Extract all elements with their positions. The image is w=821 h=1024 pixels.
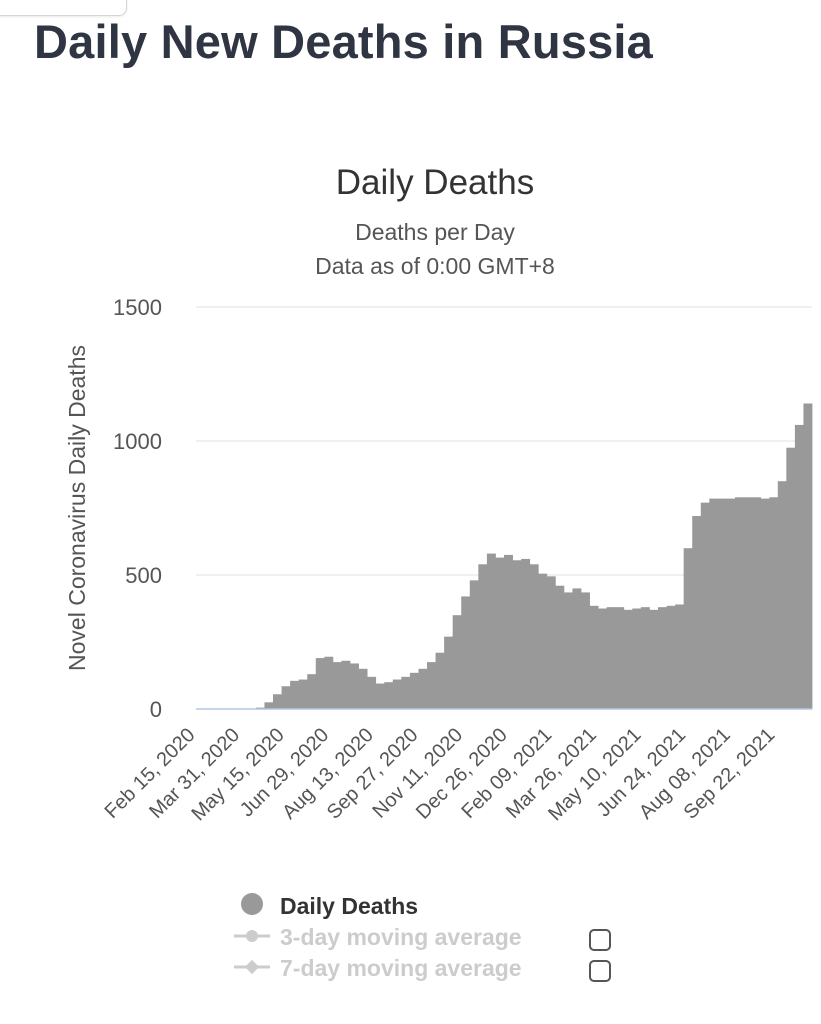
y-axis-ticks: 0 500 1000 1500 — [113, 295, 162, 722]
bar[interactable] — [735, 497, 744, 709]
bar[interactable] — [469, 580, 479, 709]
bar[interactable] — [332, 662, 342, 709]
circle-icon — [241, 893, 263, 915]
line-circle-icon — [246, 930, 258, 942]
bar[interactable] — [409, 672, 419, 709]
bar[interactable] — [760, 498, 770, 709]
bar[interactable] — [666, 605, 676, 709]
bar[interactable] — [358, 668, 368, 709]
y-tick-label: 0 — [150, 697, 162, 722]
bar[interactable] — [803, 403, 813, 709]
y-tick-label: 1000 — [113, 429, 162, 454]
bar[interactable] — [615, 607, 625, 709]
bar[interactable] — [495, 557, 505, 709]
bar[interactable] — [752, 497, 762, 709]
bar[interactable] — [315, 658, 325, 709]
bar[interactable] — [743, 497, 753, 709]
bar[interactable] — [521, 558, 531, 709]
legend: Daily Deaths 3-day moving average 7-day … — [234, 893, 522, 981]
bar[interactable] — [726, 498, 736, 709]
line-diamond-icon — [244, 959, 260, 975]
bar[interactable] — [717, 498, 727, 709]
bar[interactable] — [529, 564, 539, 709]
bar[interactable] — [623, 609, 633, 709]
bar-series-daily-deaths — [255, 403, 813, 710]
bar[interactable] — [683, 548, 693, 709]
bar[interactable] — [709, 498, 719, 709]
bar[interactable] — [658, 607, 667, 709]
bar[interactable] — [418, 668, 428, 709]
bar[interactable] — [461, 596, 471, 709]
legend-label-daily-deaths: Daily Deaths — [280, 893, 418, 919]
checkbox-icon[interactable] — [589, 960, 611, 982]
bar[interactable] — [375, 683, 385, 709]
bar[interactable] — [769, 497, 779, 709]
bar[interactable] — [632, 608, 642, 710]
legend-item-3day-average[interactable]: 3-day moving average — [234, 924, 522, 950]
y-axis-label: Novel Coronavirus Daily Deaths — [64, 345, 90, 671]
bar[interactable] — [478, 564, 488, 709]
bar[interactable] — [452, 615, 462, 709]
chart-title: Daily Deaths — [336, 163, 534, 202]
legend-item-7day-average[interactable]: 7-day moving average — [234, 955, 522, 981]
checkbox-icon[interactable] — [589, 929, 611, 951]
bar[interactable] — [273, 694, 282, 709]
bar[interactable] — [384, 682, 394, 709]
chart-subtitle-2: Data as of 0:00 GMT+8 — [315, 253, 555, 279]
bar[interactable] — [324, 656, 334, 709]
bar[interactable] — [444, 636, 454, 709]
browser-tab-remnant[interactable] — [0, 0, 127, 16]
bar[interactable] — [486, 553, 496, 709]
page-title: Daily New Deaths in Russia — [34, 15, 654, 68]
bar[interactable] — [572, 588, 582, 709]
bar[interactable] — [581, 592, 590, 709]
legend-label-7day-average: 7-day moving average — [280, 955, 522, 981]
bar[interactable] — [538, 573, 548, 709]
bar[interactable] — [427, 662, 436, 709]
bar[interactable] — [777, 481, 787, 709]
bar[interactable] — [675, 604, 685, 709]
bar[interactable] — [598, 608, 608, 710]
bar[interactable] — [392, 679, 402, 709]
bar[interactable] — [341, 660, 351, 709]
bar[interactable] — [640, 607, 650, 709]
bar[interactable] — [589, 605, 599, 709]
legend-item-daily-deaths[interactable]: Daily Deaths — [241, 893, 418, 919]
bar[interactable] — [794, 424, 804, 709]
bar[interactable] — [307, 674, 317, 709]
bar[interactable] — [692, 516, 702, 709]
y-tick-label: 1500 — [113, 295, 162, 320]
bar[interactable] — [786, 447, 796, 709]
bar[interactable] — [435, 652, 445, 709]
bar[interactable] — [350, 663, 359, 709]
bar[interactable] — [649, 609, 659, 709]
y-tick-label: 500 — [125, 563, 162, 588]
bar[interactable] — [281, 686, 291, 709]
bar[interactable] — [555, 585, 565, 709]
legend-label-3day-average: 3-day moving average — [280, 924, 522, 950]
bar[interactable] — [700, 502, 710, 709]
bar[interactable] — [546, 576, 556, 709]
bar[interactable] — [401, 676, 411, 709]
bar[interactable] — [264, 702, 274, 709]
bar[interactable] — [367, 676, 377, 709]
bar[interactable] — [298, 679, 308, 709]
bar[interactable] — [563, 592, 573, 709]
bar[interactable] — [504, 554, 513, 709]
bar[interactable] — [512, 560, 522, 709]
bar[interactable] — [606, 607, 616, 709]
bar[interactable] — [290, 680, 300, 709]
chart-subtitle-1: Deaths per Day — [355, 219, 515, 245]
